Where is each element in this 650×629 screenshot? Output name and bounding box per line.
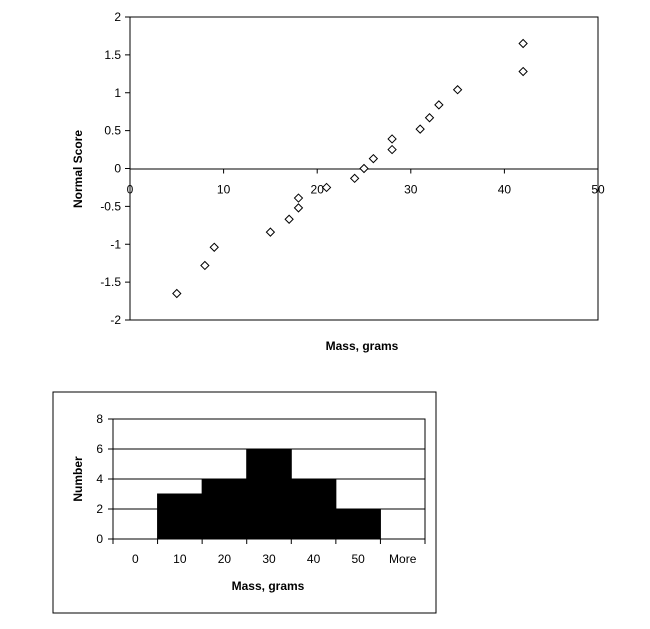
histogram-bar (335, 508, 381, 540)
x-tick-label: 20 (311, 183, 325, 197)
histogram-bar (290, 478, 337, 540)
y-tick-label: 2 (96, 502, 103, 516)
y-tick-label: 1 (114, 86, 121, 100)
data-point-diamond (293, 203, 304, 213)
data-point-diamond (284, 214, 294, 224)
x-tick-label: 10 (217, 183, 231, 197)
data-point-diamond (349, 173, 360, 184)
x-tick-label: 30 (262, 552, 276, 566)
bars (157, 448, 381, 540)
x-axis-ticks: 0 10 20 30 40 50 More (112, 539, 426, 566)
x-tick-label: 40 (498, 183, 512, 197)
data-point-diamond (359, 163, 369, 174)
x-tick-label: 0 (127, 183, 134, 197)
y-tick-label: -1.5 (100, 275, 121, 289)
y-tick-label: 0 (96, 532, 103, 546)
x-tick-label: 30 (404, 183, 418, 197)
y-axis-title: Normal Score (71, 130, 85, 208)
x-tick-label: More (389, 552, 417, 566)
y-tick-label: 4 (96, 472, 103, 486)
data-point-diamond (518, 66, 528, 77)
data-point-diamond (387, 144, 397, 155)
x-axis-title: Mass, grams (232, 579, 305, 593)
x-tick-label: 50 (591, 183, 605, 197)
data-point-diamond (200, 260, 210, 271)
y-tick-label: 0.5 (104, 124, 121, 138)
data-point-diamond (321, 182, 332, 193)
data-point-diamond (434, 100, 444, 110)
data-point-diamond (172, 288, 182, 299)
data-point-diamond (209, 242, 219, 252)
y-axis-title: Number (71, 456, 85, 502)
y-tick-label: 2 (114, 10, 121, 24)
y-tick-label: 8 (96, 412, 103, 426)
y-tick-label: 0 (114, 162, 121, 176)
data-point-diamond (293, 193, 304, 203)
x-axis-ticks: 0 10 20 30 40 50 (127, 168, 605, 197)
y-tick-label: -0.5 (100, 199, 121, 213)
y-axis-ticks: 2 1.5 1 0.5 0 -0.5 -1 -1.5 -2 (100, 10, 130, 327)
histogram-bar (246, 448, 292, 540)
x-tick-label: 10 (173, 552, 187, 566)
y-tick-label: -1 (110, 237, 121, 251)
histogram-bar (157, 493, 203, 540)
data-point-diamond (368, 153, 379, 164)
histogram-bar (201, 478, 248, 540)
data-point-diamond (424, 113, 435, 123)
y-tick-label: -2 (110, 313, 121, 327)
x-axis-title: Mass, grams (326, 339, 399, 353)
x-tick-label: 20 (218, 552, 232, 566)
x-tick-label: 0 (132, 552, 139, 566)
y-tick-label: 6 (96, 442, 103, 456)
y-axis-ticks: 8 6 4 2 0 (96, 412, 113, 546)
data-point-diamond (415, 124, 425, 134)
data-point-diamond (387, 134, 397, 144)
y-tick-label: 1.5 (104, 48, 121, 62)
data-point-diamond (265, 227, 276, 237)
x-tick-label: 40 (307, 552, 321, 566)
data-points (172, 38, 528, 299)
normal-probability-plot: 2 1.5 1 0.5 0 -0.5 -1 -1.5 -2 0 10 20 30 40 50 Normal… (71, 10, 605, 353)
chart-outer-border (52, 391, 437, 614)
data-point-diamond (452, 85, 463, 95)
x-tick-label: 50 (351, 552, 365, 566)
data-point-diamond (518, 38, 528, 49)
